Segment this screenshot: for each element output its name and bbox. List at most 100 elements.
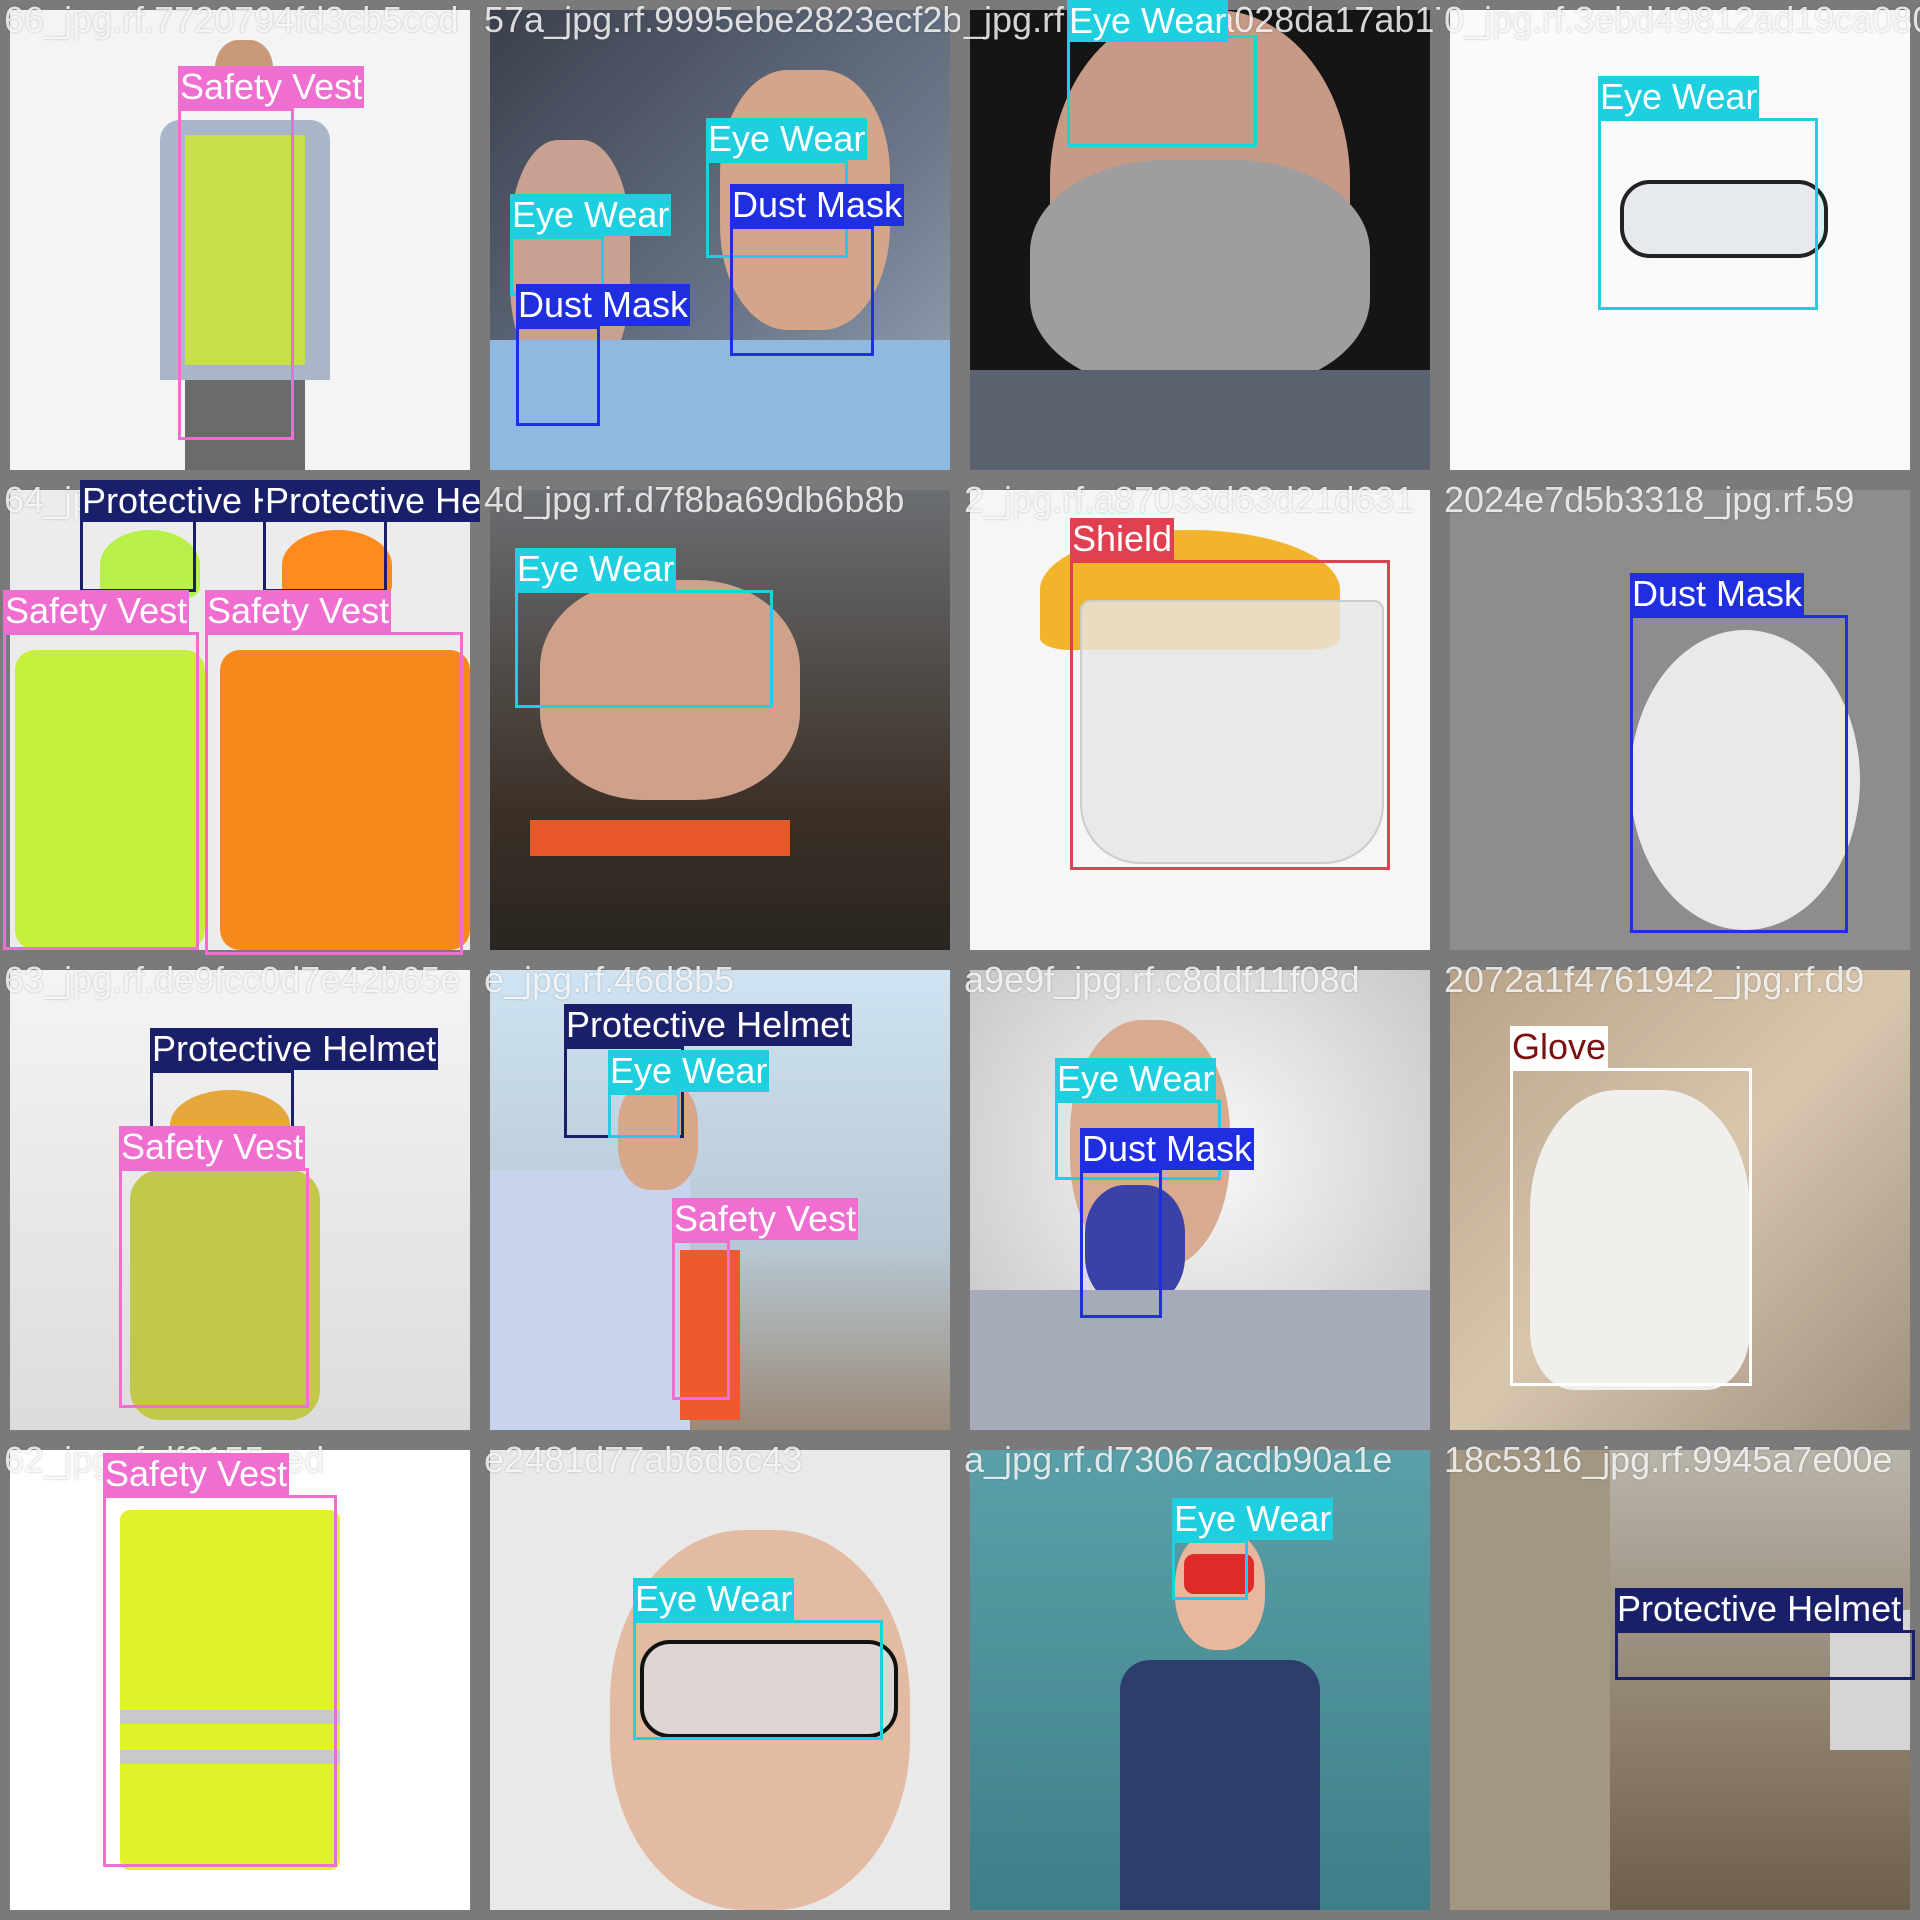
tile-filename: a_jpg.rf.d73067acdb90a1e [964,1440,1393,1480]
detection-label: Eye Wear [706,118,868,160]
bounding-box [1598,118,1818,310]
bounding-box [516,326,600,426]
stripe [120,1750,340,1764]
bounding-box [730,226,874,356]
gown [490,340,950,470]
tile-filename: a9e9f_jpg.rf.c8ddf11f08d [964,960,1360,1000]
helmet-green [100,530,200,600]
image-tile: 2024e7d5b3318_jpg.rf.59 Dust Mask [1440,480,1920,960]
detection-label: Dust Mask [1630,573,1805,615]
bounding-box [3,632,199,950]
bounding-box [205,632,463,955]
detection-label: Eye Wear [1055,1058,1217,1100]
image-tile: _jpg.rf.5427d53a028da17ab17Eye Wear [960,0,1440,480]
image-tile: 57a_jpg.rf.9995ebe2823ecf2b146d Eye Wear E… [480,0,960,480]
board [490,1170,690,1430]
glasses-lens [1620,180,1828,258]
detection-label: Protective Helmet [564,1004,853,1046]
tile-photo [1450,490,1910,950]
detection-label: Shield [1070,518,1175,560]
detection-label: Protective Helmet [263,480,480,522]
tile-photo [1450,970,1910,1430]
vest-green [15,650,205,950]
bounding-box [1080,1170,1162,1318]
body [130,1170,320,1420]
bounding-box [119,1168,309,1408]
image-tile: 64_jpg.rf.a59d0a5adeProtective HelmetPro… [0,480,480,960]
image-tile: 18c5316_jpg.rf.9945a7e00e Protective Helm… [1440,1440,1920,1920]
goggles [1184,1554,1254,1594]
detection-label: Eye Wear [608,1050,770,1092]
bounding-box [515,590,773,708]
detection-label: Eye Wear [1067,0,1229,42]
detection-label: Eye Wear [633,1578,795,1620]
tile-filename: e2481d77ab6d6c43 [484,1440,803,1480]
tile-photo [970,10,1430,470]
vest [680,1250,740,1420]
bounding-box [178,108,294,440]
image-tile: e_jpg.rf.46d8b5 Protective Helmet Eye Wear… [480,960,960,1440]
tile-filename: 18c5316_jpg.rf.9945a7e00e [1444,1440,1893,1480]
tile-filename: 63_jpg.rf.de9fcc0d7e42b65e [4,960,461,1000]
detection-label: Safety Vest [205,590,392,632]
detection-label: Dust Mask [1080,1128,1255,1170]
detection-label: Eye Wear [510,194,672,236]
vest-orange [220,650,470,950]
bounding-box [1172,1540,1248,1600]
bounding-box [633,1620,883,1740]
image-tile: a_jpg.rf.d73067acdb90a1e Eye Wear [960,1440,1440,1920]
building [1450,1450,1610,1910]
tile-filename: 4d_jpg.rf.d7f8ba69db6b8b [484,480,905,520]
tile-photo [1450,1450,1910,1910]
bounding-box [672,1240,730,1400]
tile-photo [490,490,950,950]
bounding-box [1067,35,1257,147]
detection-label: Safety Vest [119,1126,306,1168]
tile-photo [10,490,470,950]
tile-filename: 2_jpg.rf.a87033d63d21d631 [964,480,1415,520]
tile-filename: 2072a1f4761942_jpg.rf.d9 [1444,960,1865,1000]
helmet-orange [282,530,392,600]
bounding-box [1070,560,1390,870]
detection-label: Safety Vest [672,1198,859,1240]
stripe [120,1710,340,1724]
detection-label: Glove [1510,1026,1609,1068]
shirt [970,370,1430,470]
tile-photo [970,970,1430,1430]
respirator [1030,160,1370,390]
trousers [185,380,305,470]
tile-photo [970,490,1430,950]
glove [1530,1090,1750,1390]
image-tile: 66_jpg.rf.7720794fd3cb5ccd Safety Vest [0,0,480,480]
detection-label: Protective Helmet [1615,1588,1904,1630]
image-tile: 2_jpg.rf.a87033d63d21d631 Shield [960,480,1440,960]
tile-photo [10,1450,470,1910]
tile-photo [970,1450,1430,1910]
vest [120,1510,340,1870]
tile-filename: 66_jpg.rf.7720794fd3cb5ccd [4,0,459,40]
tile-filename: e_jpg.rf.46d8b5 [484,960,735,1000]
download-banner [530,820,790,856]
tile-filename: 57a_jpg.rf.9995ebe2823ecf2b146d [484,0,960,40]
image-tile: 2072a1f4761942_jpg.rf.d9 Glove [1440,960,1920,1440]
visor [1080,600,1384,864]
bounding-box [103,1495,337,1867]
detection-label: Eye Wear [1172,1498,1334,1540]
mask [1085,1185,1185,1305]
detection-label: Safety Vest [103,1453,290,1495]
tile-filename: 0_jpg.rf.3ebd49812ad19ca080 [1444,0,1920,40]
detection-label: Eye Wear [1598,76,1760,118]
image-tile: e2481d77ab6d6c43 Eye Wear [480,1440,960,1920]
face [540,580,800,800]
goggles [640,1640,898,1738]
bounding-box [1510,1068,1752,1386]
shirt [970,1290,1430,1430]
bounding-box [1630,615,1848,933]
bounding-box [1615,1630,1915,1680]
image-tile: 4d_jpg.rf.d7f8ba69db6b8b Eye Wear [480,480,960,960]
apron [1120,1660,1320,1910]
detection-label: Safety Vest [3,590,190,632]
detection-label: Dust Mask [730,184,905,226]
detection-label: Dust Mask [516,284,691,326]
